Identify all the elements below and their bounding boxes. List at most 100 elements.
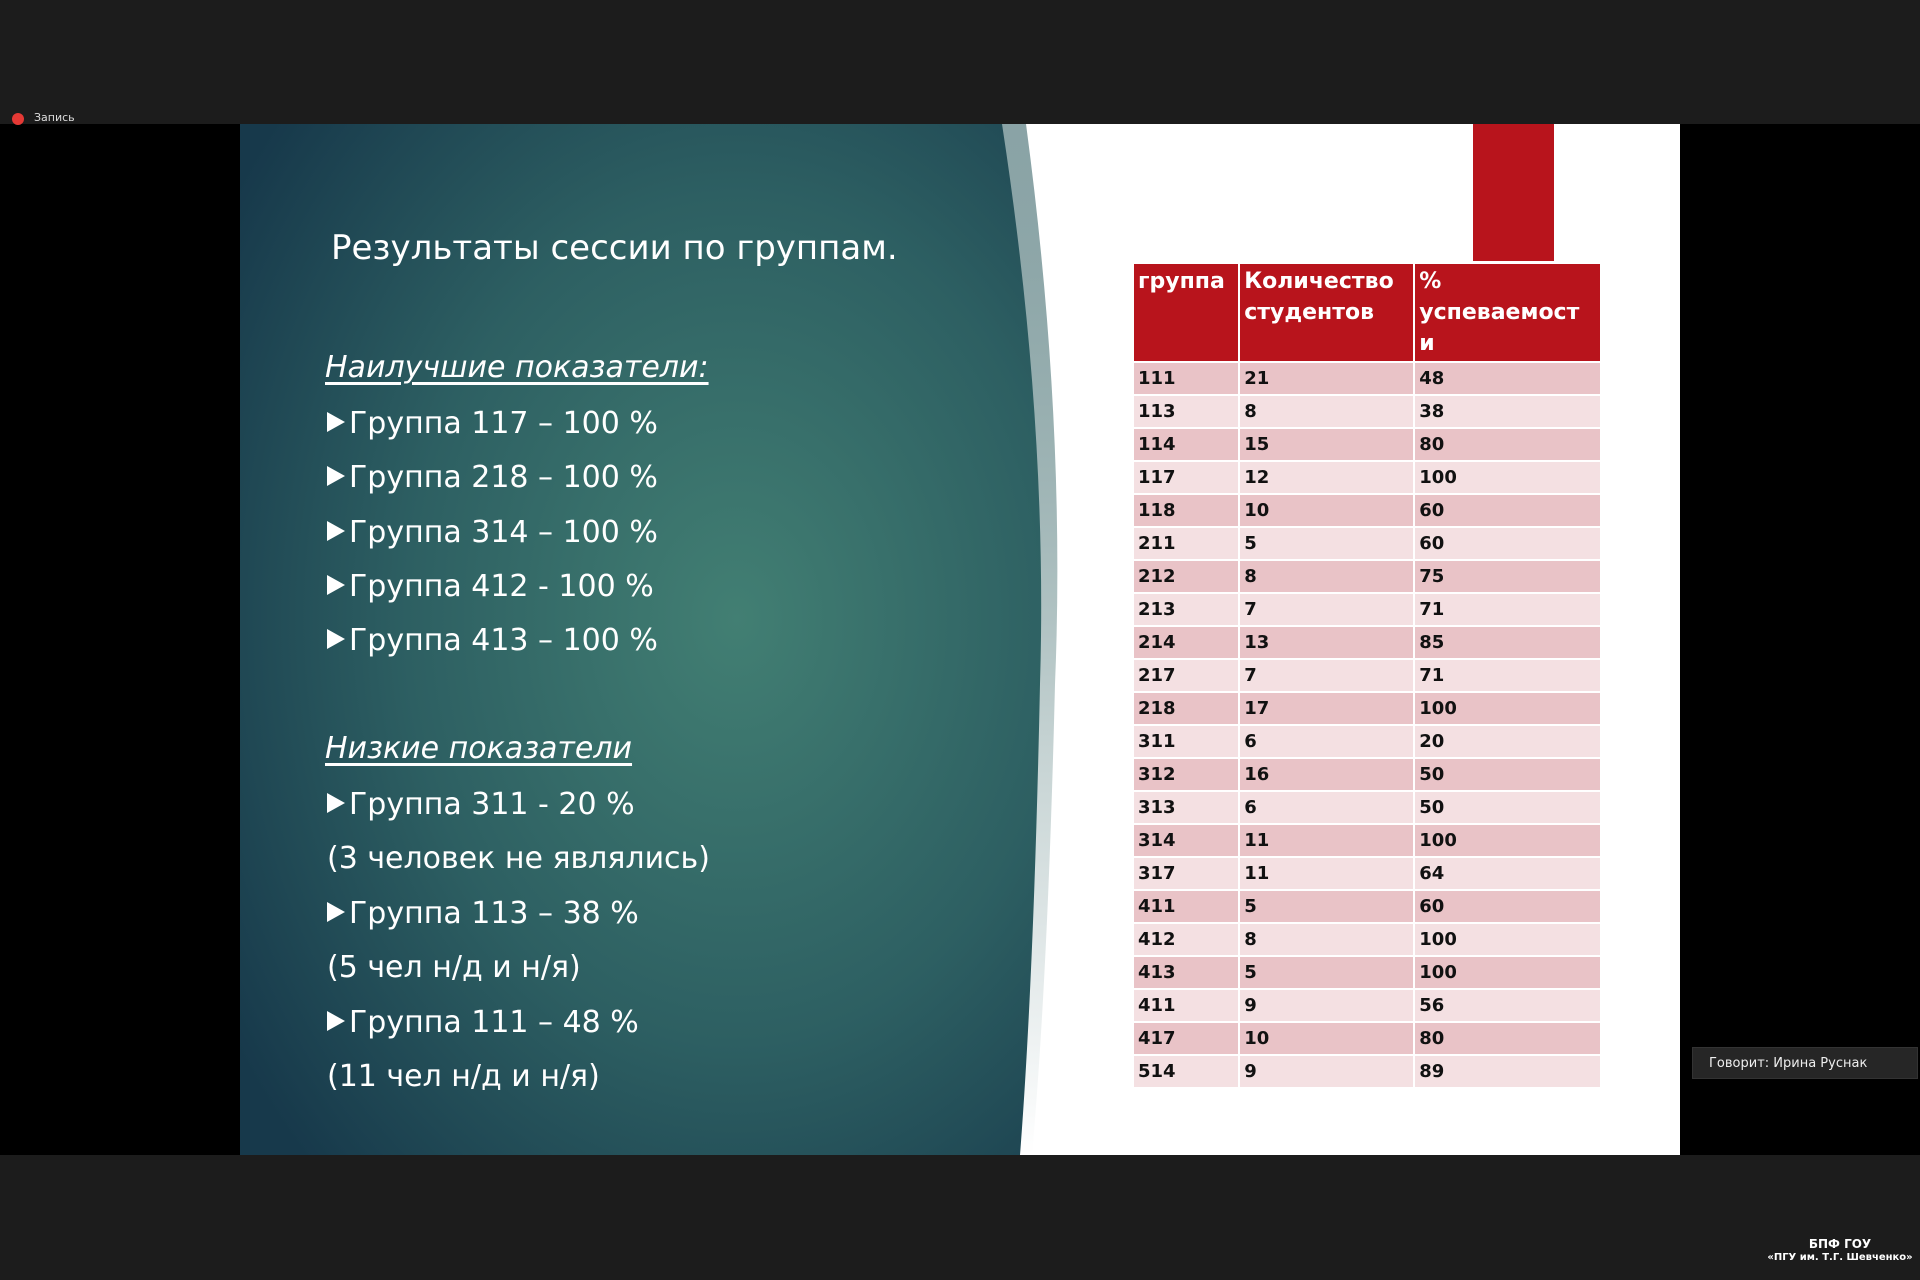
table-cell: 17 (1239, 691, 1416, 725)
table-cell: 218 (1134, 691, 1241, 725)
bullet-item: Группа 311 - 20 % (327, 787, 635, 822)
table-cell: 111 (1134, 361, 1241, 395)
header-cell: группа (1134, 264, 1241, 362)
table-cell: 212 (1134, 559, 1241, 593)
table-cell: 311 (1134, 724, 1241, 758)
table-cell: 5 (1239, 889, 1416, 923)
table-row: 417 10 80 (1134, 1021, 1602, 1055)
header-cell: % успеваемост и (1414, 264, 1602, 362)
best-heading: Наилучшие показатели: (325, 350, 709, 385)
table-cell: 217 (1134, 658, 1241, 692)
logo-line-2: «ПГУ им. Т.Г. Шевченко» (1767, 1252, 1913, 1263)
table-cell: 412 (1134, 922, 1241, 956)
table-cell: 38 (1414, 394, 1602, 428)
table-row: 118 10 60 (1134, 493, 1602, 527)
table-cell: 15 (1239, 427, 1416, 461)
bullet-triangle (327, 629, 345, 650)
recording-label: Запись (34, 111, 75, 124)
table-cell: 313 (1134, 790, 1241, 824)
table-cell: 7 (1239, 658, 1416, 692)
table-cell: 9 (1239, 1054, 1416, 1087)
table-row: 113 8 38 (1134, 394, 1602, 428)
table-cell: 117 (1134, 460, 1241, 494)
table-cell: 80 (1414, 1021, 1602, 1055)
table-cell: 11 (1239, 856, 1416, 890)
bullet-text: Группа 314 – 100 % (349, 514, 658, 550)
logo-line-1: БПФ ГОУ (1808, 1237, 1872, 1251)
header-line: % (1419, 269, 1442, 294)
header-line: успеваемост (1419, 300, 1580, 325)
table-cell: 85 (1414, 625, 1602, 659)
table-cell: 56 (1414, 988, 1602, 1022)
bullet-item: Группа 413 – 100 % (327, 623, 658, 658)
table-row: 213 7 71 (1134, 592, 1602, 626)
low-heading: Низкие показатели (325, 731, 633, 766)
table-row: 413 5 100 (1134, 955, 1602, 989)
results-table: группа Количество студентов% успеваемост и 1… (1134, 264, 1602, 1087)
table-row: 313 6 50 (1134, 790, 1602, 824)
table-row: 217 7 71 (1134, 658, 1602, 692)
table-cell: 60 (1414, 526, 1602, 560)
table-cell: 75 (1414, 559, 1602, 593)
table-cell: 6 (1239, 724, 1416, 758)
table-cell: 213 (1134, 592, 1241, 626)
table-row: 311 6 20 (1134, 724, 1602, 758)
table-cell: 21 (1239, 361, 1416, 395)
table-cell: 9 (1239, 988, 1416, 1022)
record-icon (12, 113, 24, 125)
table-row: 214 13 85 (1134, 625, 1602, 659)
table-row: 514 9 89 (1134, 1054, 1602, 1087)
table-cell: 417 (1134, 1021, 1241, 1055)
table-cell: 50 (1414, 757, 1602, 791)
bullet-triangle (327, 1011, 345, 1031)
bullet-triangle (327, 902, 345, 922)
table-cell: 8 (1239, 922, 1416, 956)
table-cell: 113 (1134, 394, 1241, 428)
table-cell: 60 (1414, 889, 1602, 923)
table-row: 312 16 50 (1134, 757, 1602, 791)
table-row: 212 8 75 (1134, 559, 1602, 593)
table-cell: 50 (1414, 790, 1602, 824)
bullet-item: Группа 412 - 100 % (327, 569, 654, 604)
table-cell: 411 (1134, 889, 1241, 923)
table-cell: 5 (1239, 526, 1416, 560)
table-cell: 7 (1239, 592, 1416, 626)
bullet-triangle (327, 412, 345, 432)
bullet-text: Группа 311 - 20 % (349, 787, 635, 822)
table-cell: 20 (1414, 724, 1602, 758)
table-cell: 100 (1414, 955, 1602, 989)
table-cell: 100 (1414, 460, 1602, 494)
bullet-item: Группа 314 – 100 % (327, 515, 658, 550)
table-cell: 118 (1134, 493, 1241, 527)
bullet-text: Группа 218 – 100 % (349, 460, 658, 496)
table-cell: 411 (1134, 988, 1241, 1022)
table-cell: 114 (1134, 427, 1241, 461)
table-cell: 312 (1134, 757, 1241, 791)
bullet-item: Группа 117 – 100 % (327, 406, 658, 441)
table-cell: 10 (1239, 1021, 1416, 1055)
header-line: студентов (1244, 300, 1375, 325)
table-row: 317 11 64 (1134, 856, 1602, 890)
table-row: 218 17 100 (1134, 691, 1602, 725)
table-cell: 13 (1239, 625, 1416, 659)
table-cell: 71 (1414, 592, 1602, 626)
table-cell: 413 (1134, 955, 1241, 989)
table-row: 412 8 100 (1134, 922, 1602, 956)
speaker-label: Говорит: Ирина Руснак (1692, 1047, 1918, 1079)
table-cell: 317 (1134, 856, 1241, 890)
bullet-triangle (327, 520, 345, 541)
table-cell: 71 (1414, 658, 1602, 692)
bullet-item: Группа 218 – 100 % (327, 460, 658, 495)
bullet-triangle (327, 793, 345, 813)
table-row: 117 12 100 (1134, 460, 1602, 494)
bullet-triangle (327, 574, 345, 595)
table-cell: 16 (1239, 757, 1416, 791)
table-row: 211 5 60 (1134, 526, 1602, 560)
table-cell: 60 (1414, 493, 1602, 527)
table-cell: 8 (1239, 394, 1416, 428)
bullet-note: (11 чел н/д и н/я) (327, 1059, 600, 1094)
bullet-text: Группа 111 – 48 % (349, 1005, 639, 1040)
table-row: 314 11 100 (1134, 823, 1602, 857)
bullet-text: Группа 412 - 100 % (349, 568, 654, 604)
